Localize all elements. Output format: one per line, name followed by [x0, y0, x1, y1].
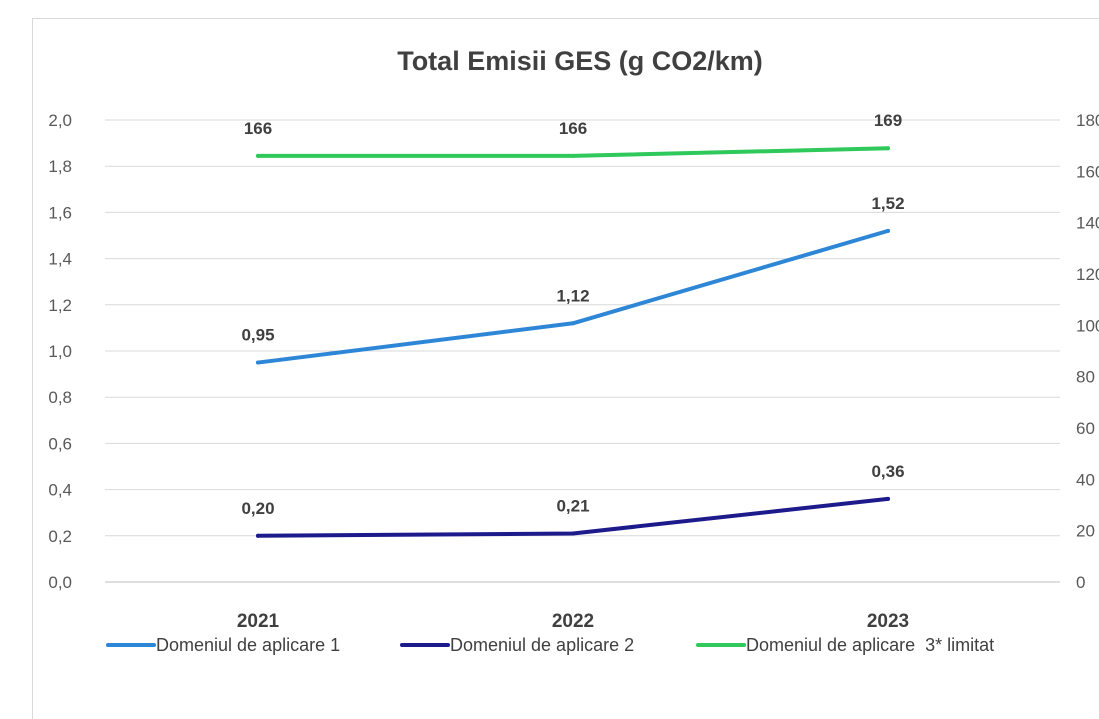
- legend: Domeniul de aplicare 1 Domeniul de aplica…: [106, 635, 994, 655]
- y-right-tick-label: 160: [1076, 162, 1099, 181]
- data-point: [571, 531, 575, 536]
- gridlines: [105, 119, 1060, 583]
- y-right-tick-label: 180: [1076, 111, 1099, 130]
- x-tick-label: 2023: [867, 611, 909, 632]
- y-right-tick-label: 60: [1076, 419, 1095, 438]
- legend-label: Domeniul de aplicare 1: [156, 635, 340, 655]
- y-right-tick-label: 140: [1076, 214, 1099, 233]
- y-right-tick-label: 120: [1076, 265, 1099, 284]
- data-labels: 0,95 1,12 1,52 0,20 0,21 0,36 166 166 169: [241, 111, 904, 518]
- x-tick-label: 2021: [237, 611, 280, 632]
- y-left-tick-label: 0,6: [48, 434, 72, 453]
- y-left-tick-label: 1,6: [48, 203, 72, 222]
- y-right-tick-label: 40: [1076, 470, 1095, 489]
- data-point: [886, 496, 890, 501]
- y-left-tick-label: 0,0: [48, 573, 72, 592]
- y-left-tick-label: 1,4: [48, 250, 72, 269]
- data-label: 166: [244, 119, 272, 138]
- data-point: [256, 360, 260, 365]
- x-axis: 2021 2022 2023: [237, 611, 909, 632]
- y-left-tick-label: 1,0: [48, 342, 72, 361]
- legend-label: Domeniul de aplicare 3* limitat: [746, 635, 994, 655]
- data-label: 0,20: [241, 499, 274, 518]
- legend-label: Domeniul de aplicare 2: [450, 635, 634, 655]
- data-point: [886, 146, 890, 151]
- data-label: 169: [874, 111, 902, 130]
- series-lines: [256, 146, 890, 538]
- y-left-tick-label: 1,2: [48, 296, 72, 315]
- y-axis-right: 0 20 40 60 80 100 120 140 160 180: [1076, 111, 1099, 592]
- y-right-tick-label: 100: [1076, 316, 1099, 335]
- data-point: [886, 228, 890, 233]
- x-tick-label: 2022: [552, 611, 594, 632]
- data-label: 1,52: [871, 194, 904, 213]
- y-right-tick-label: 80: [1076, 368, 1095, 387]
- data-label: 1,12: [556, 286, 589, 305]
- y-left-tick-label: 2,0: [48, 111, 72, 130]
- data-label: 0,95: [241, 326, 274, 345]
- line-chart: Total Emisii GES (g CO2/km) 0,0 0,2 0,4 0,6…: [48, 46, 1099, 655]
- data-point: [571, 321, 575, 326]
- data-point: [571, 153, 575, 158]
- data-label: 0,21: [556, 496, 589, 515]
- chart-title: Total Emisii GES (g CO2/km): [397, 46, 763, 76]
- y-left-tick-label: 1,8: [48, 157, 72, 176]
- data-point: [256, 533, 260, 538]
- data-label: 166: [559, 119, 587, 138]
- y-right-tick-label: 0: [1076, 573, 1085, 592]
- y-left-tick-label: 0,8: [48, 388, 72, 407]
- data-label: 0,36: [871, 462, 904, 481]
- y-axis-left: 0,0 0,2 0,4 0,6 0,8 1,0 1,2 1,4 1,6 1,8 2,0: [48, 111, 72, 592]
- y-right-tick-label: 20: [1076, 522, 1095, 541]
- data-point: [256, 153, 260, 158]
- y-left-tick-label: 0,2: [48, 527, 72, 546]
- y-left-tick-label: 0,4: [48, 481, 72, 500]
- chart-frame: [32, 18, 1099, 719]
